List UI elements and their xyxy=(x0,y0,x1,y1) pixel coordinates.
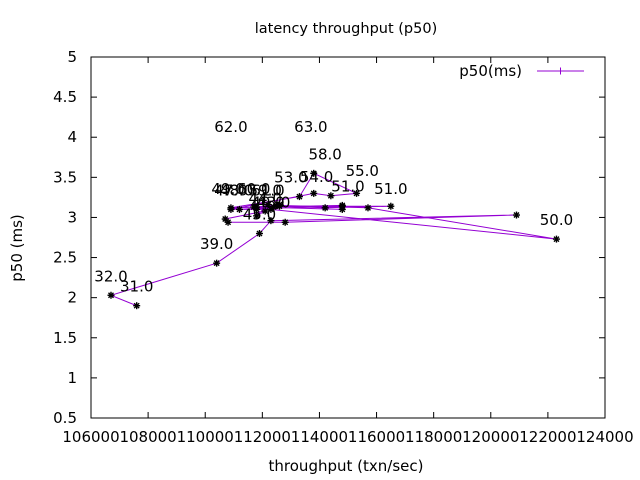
data-point xyxy=(295,193,303,201)
y-tick-label: 1.5 xyxy=(53,329,77,347)
data-point xyxy=(213,259,221,267)
x-tick-label: 124000 xyxy=(576,428,633,446)
point-label: 61.0 xyxy=(251,181,284,199)
data-point xyxy=(255,229,263,237)
point-label: 32.0 xyxy=(94,267,127,285)
y-tick-label: 0.5 xyxy=(53,409,77,427)
data-point xyxy=(387,202,395,210)
point-label: 48.0 xyxy=(220,181,253,199)
point-label: 60.0 xyxy=(237,180,270,198)
point-label: 50.0 xyxy=(540,211,573,229)
x-axis-label: throughput (txn/sec) xyxy=(269,457,424,475)
data-point xyxy=(552,235,560,243)
chart-title: latency throughput (p50) xyxy=(255,21,438,37)
data-point xyxy=(512,211,520,219)
plot-frame xyxy=(90,56,606,419)
point-label: 40.0 xyxy=(251,193,284,211)
point-label: 55.0 xyxy=(346,162,379,180)
y-tick-label: 4.5 xyxy=(53,88,77,106)
data-point xyxy=(267,217,275,225)
x-axis: 106000 108000 110000 112000 114000 116000 1180… xyxy=(62,57,634,446)
data-point xyxy=(327,192,335,200)
series-layer xyxy=(107,169,560,310)
point-label: 53.0 xyxy=(274,169,307,187)
y-axis: 0.5 1 1.5 2 2.5 3 3.5 4 4.5 5 xyxy=(53,48,605,427)
point-label: 59.0 xyxy=(248,181,281,199)
data-point xyxy=(321,204,329,212)
point-label: 31.0 xyxy=(120,278,153,296)
point-label: 63.0 xyxy=(294,118,327,136)
data-point xyxy=(338,202,346,210)
point-label: 51.0 xyxy=(331,177,364,195)
data-point xyxy=(310,169,318,177)
point-label: 43.0 xyxy=(257,193,290,211)
y-tick-label: 5 xyxy=(67,48,77,66)
data-point xyxy=(221,215,229,223)
data-point xyxy=(281,218,289,226)
data-point xyxy=(270,203,278,211)
point-label: 58.0 xyxy=(308,145,341,163)
y-tick-label: 2 xyxy=(67,289,77,307)
data-point xyxy=(353,189,361,197)
y-tick-label: 4 xyxy=(67,128,77,146)
data-point xyxy=(364,204,372,212)
x-tick-label: 118000 xyxy=(405,428,462,446)
point-label: 51.0 xyxy=(374,180,407,198)
legend: p50(ms) xyxy=(459,62,584,80)
point-label: 49.0 xyxy=(211,180,244,198)
data-point xyxy=(261,207,269,215)
data-point xyxy=(235,205,243,213)
x-tick-label: 110000 xyxy=(177,428,234,446)
data-point xyxy=(227,205,235,213)
point-label: 54.0 xyxy=(300,168,333,186)
data-point xyxy=(250,203,258,211)
data-point xyxy=(253,212,261,220)
x-tick-label: 112000 xyxy=(234,428,291,446)
x-tick-label: 116000 xyxy=(348,428,405,446)
x-tick-label: 114000 xyxy=(291,428,348,446)
point-labels: 31.032.0 39.0 45.0 47.048.049.0 50.0 51.0 51.0… xyxy=(94,118,573,296)
data-point xyxy=(107,291,115,299)
y-tick-label: 3.5 xyxy=(53,168,77,186)
data-point xyxy=(133,302,141,310)
point-label: 62.0 xyxy=(214,118,247,136)
x-tick-label: 106000 xyxy=(62,428,119,446)
point-label: 47.0 xyxy=(214,181,247,199)
y-tick-label: 1 xyxy=(67,369,77,387)
data-point xyxy=(310,189,318,197)
x-tick-label: 108000 xyxy=(119,428,176,446)
point-label: 39.0 xyxy=(200,235,233,253)
data-point xyxy=(275,202,283,210)
y-axis-label: p50 (ms) xyxy=(8,214,26,282)
y-tick-label: 2.5 xyxy=(53,249,77,267)
point-label: 44.0 xyxy=(248,189,281,207)
data-point xyxy=(264,201,272,209)
y-tick-label: 3 xyxy=(67,208,77,226)
x-tick-label: 122000 xyxy=(519,428,576,446)
point-label: 45.0 xyxy=(243,205,276,223)
legend-label: p50(ms) xyxy=(459,62,522,80)
x-tick-label: 120000 xyxy=(462,428,519,446)
